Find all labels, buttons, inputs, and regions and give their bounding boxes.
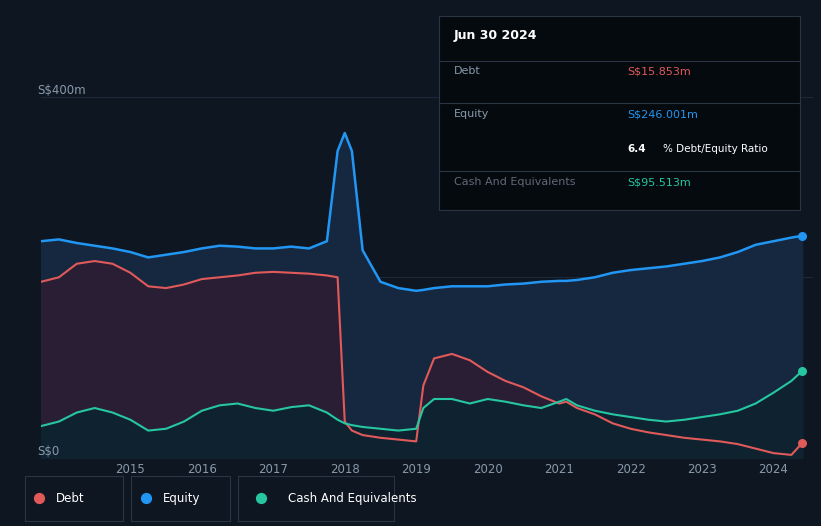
Text: Equity: Equity: [163, 492, 200, 505]
Point: [796, 439, 809, 448]
Text: S$246.001m: S$246.001m: [627, 109, 698, 119]
Text: S$0: S$0: [37, 444, 59, 458]
Text: S$95.513m: S$95.513m: [627, 177, 690, 187]
Text: S$15.853m: S$15.853m: [627, 66, 690, 76]
Text: % Debt/Equity Ratio: % Debt/Equity Ratio: [663, 144, 768, 154]
Point: [202, 291, 215, 299]
Text: Cash And Equivalents: Cash And Equivalents: [454, 177, 576, 187]
Text: Cash And Equivalents: Cash And Equivalents: [288, 492, 416, 505]
Point: [796, 231, 809, 240]
Text: Equity: Equity: [454, 109, 489, 119]
Text: Debt: Debt: [56, 492, 85, 505]
Point: [309, 291, 322, 299]
Point: [796, 367, 809, 375]
Point: [522, 291, 535, 299]
Text: S$400m: S$400m: [37, 84, 86, 97]
Text: Debt: Debt: [454, 66, 480, 76]
Text: 6.4: 6.4: [627, 144, 645, 154]
Text: Jun 30 2024: Jun 30 2024: [454, 29, 537, 43]
